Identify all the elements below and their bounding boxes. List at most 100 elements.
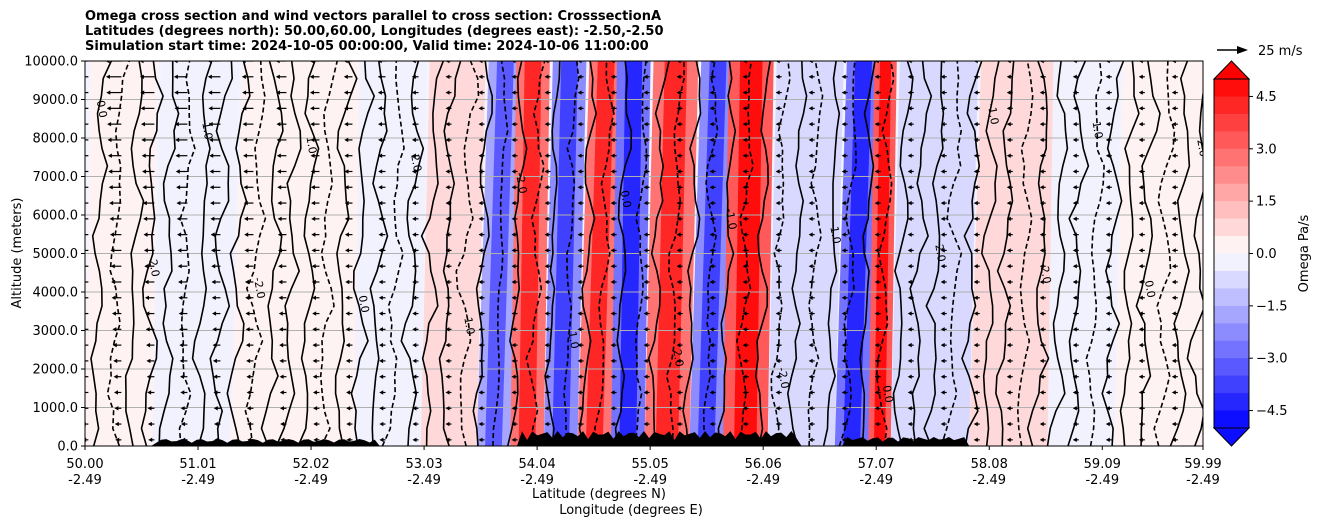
wind-vector-head (610, 342, 615, 348)
wind-vector-head (775, 327, 780, 332)
wind-vector-head (1138, 153, 1143, 158)
colorbar-tick-label: −3.0 (1256, 352, 1288, 367)
wind-vector-head (544, 61, 549, 64)
wind-vector-head (940, 406, 945, 411)
contour-line (702, 61, 719, 446)
wind-vector-head (643, 327, 648, 332)
wind-vector-head (85, 437, 87, 443)
wind-vector-head (808, 106, 813, 111)
wind-vector-head (179, 342, 184, 348)
wind-vector-head (106, 106, 111, 111)
wind-vector-head (278, 311, 283, 316)
wind-vector-head (610, 358, 615, 364)
wind-vector-head (344, 232, 349, 237)
wind-vector-head (907, 390, 912, 395)
wind-vector-head (109, 200, 114, 206)
colorbar-segment (1214, 113, 1249, 132)
contour-line (822, 61, 841, 446)
wind-vector-head (709, 342, 714, 348)
wind-vector-head (577, 327, 582, 332)
wind-vector-head (940, 90, 945, 95)
wind-vector-head (511, 358, 516, 364)
wind-vector-head (412, 311, 417, 316)
wind-vector-head (411, 74, 416, 79)
wind-vector-head (1072, 248, 1077, 253)
wind-vector-head (676, 74, 681, 79)
wind-vector-head (940, 121, 945, 127)
wind-vector-head (544, 248, 549, 253)
wind-vector-head (1105, 185, 1110, 190)
title-line-2: Latitudes (degrees north): 50.00,60.00, … (85, 24, 664, 39)
wind-vector-head (1138, 200, 1143, 206)
wind-vector-head (212, 311, 217, 316)
wind-vector-head (346, 421, 351, 427)
wind-vector-head (1039, 358, 1044, 364)
wind-vector-head (107, 153, 112, 158)
contour-label: 0.0 (1142, 279, 1158, 298)
x-tick-label-lat: 53.03 (405, 457, 442, 472)
wind-vector-head (1072, 137, 1077, 143)
wind-vector-head (1039, 406, 1044, 411)
wind-vector-head (1105, 200, 1110, 206)
wind-vector-head (610, 137, 615, 143)
wind-vector-head (610, 311, 615, 316)
contour-line (90, 61, 113, 446)
contour-line (260, 61, 284, 446)
wind-vector-head (940, 137, 945, 143)
wind-vector-head (209, 169, 214, 174)
wind-vector-head (109, 216, 114, 222)
wind-vector-head (312, 358, 317, 364)
wind-vector-head (346, 406, 351, 411)
wind-vector-head (808, 421, 813, 427)
wind-vector-head (1171, 421, 1176, 427)
wind-vector-head (108, 185, 113, 190)
wind-vector-head (246, 374, 251, 379)
wind-vector-head (1138, 279, 1143, 285)
wind-vector-head (174, 90, 179, 95)
wind-vector-head (478, 390, 483, 395)
wind-vector-head (247, 421, 252, 427)
wind-vector-head (874, 406, 879, 411)
x-tick-label-lat: 59.99 (1184, 457, 1221, 472)
wind-vector-head (309, 90, 314, 95)
wind-vector-head (478, 106, 483, 111)
wind-vector-head (445, 74, 450, 79)
wind-vector-head (1006, 358, 1011, 364)
wind-vector-head (1072, 406, 1077, 411)
wind-vector-head (1039, 61, 1044, 64)
wind-vector-head (311, 216, 316, 222)
wind-vector-head (310, 121, 315, 127)
wind-vector-head (544, 342, 549, 348)
wind-vector-head (1171, 216, 1176, 222)
wind-vector-head (1039, 390, 1044, 395)
wind-vector-head (973, 374, 978, 379)
wind-vector-head (577, 358, 582, 364)
wind-vector-head (211, 279, 216, 285)
wind-vector-head (1138, 185, 1143, 190)
wind-vector-head (676, 216, 681, 222)
wind-vector-head (1006, 342, 1011, 348)
wind-vector-head (1072, 374, 1077, 379)
wind-vector-head (775, 61, 780, 64)
wind-vector-head (907, 74, 912, 79)
wind-vector-head (643, 121, 648, 127)
wind-vector-head (676, 295, 681, 300)
wind-vector-head (709, 106, 714, 111)
wind-vector-head (610, 421, 615, 427)
wind-vector-head (874, 421, 879, 427)
wind-vector-head (1006, 90, 1011, 95)
wind-vector-head (577, 421, 582, 427)
wind-vector-head (1171, 185, 1176, 190)
wind-vector-head (1072, 279, 1077, 285)
wind-vector-head (1072, 200, 1077, 206)
wind-vector-head (1138, 311, 1143, 316)
wind-vector-head (445, 342, 450, 348)
wind-vector-head (246, 406, 251, 411)
wind-vector-head (211, 264, 216, 269)
wind-vector-head (378, 232, 383, 237)
contour-line (506, 61, 528, 446)
wind-vector-head (1105, 106, 1110, 111)
wind-vector-head (345, 279, 350, 285)
wind-vector-head (940, 232, 945, 237)
contour-line (875, 61, 895, 446)
